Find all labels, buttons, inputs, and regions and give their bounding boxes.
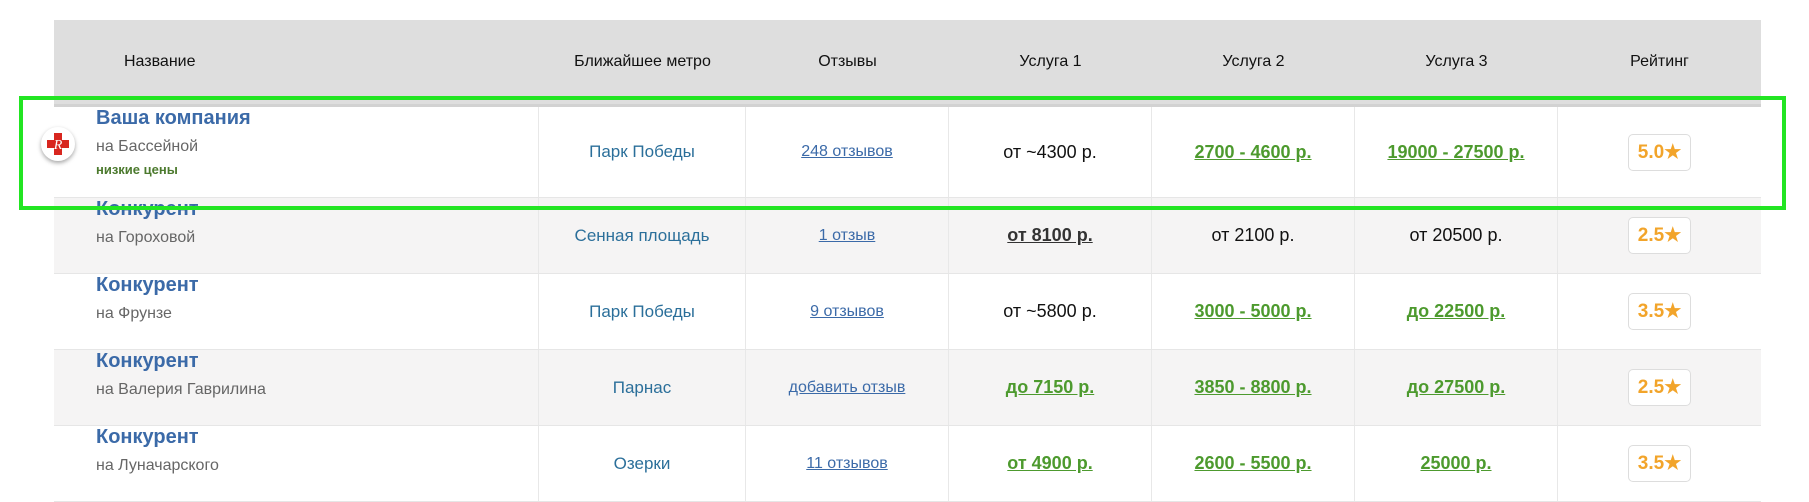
company-address: на Гороховой (96, 229, 196, 246)
rating-value: 5.0 (1637, 141, 1665, 163)
col-name: Название (124, 53, 196, 70)
company-address: на Валерия Гаврилина (96, 381, 266, 398)
company-name-link[interactable]: Конкурент (96, 350, 199, 372)
company-logo-icon: R (41, 127, 75, 161)
table-row: R Ваша компания на Бассейной низкие цены… (41, 104, 1761, 198)
service1-price: от ~4300 р. (1003, 141, 1097, 162)
company-name-link[interactable]: Конкурент (96, 198, 199, 220)
service3-price-link[interactable]: 25000 р. (1420, 453, 1492, 473)
reviews-link[interactable]: 9 отзывов (810, 302, 884, 320)
metro: Озерки (613, 453, 671, 473)
col-rating: Рейтинг (1630, 53, 1689, 70)
star-icon: ★ (1664, 225, 1682, 246)
service3-price-link[interactable]: 19000 - 27500 р. (1387, 141, 1525, 162)
star-icon: ★ (1664, 301, 1682, 322)
metro: Парк Победы (589, 301, 695, 321)
service2-price-link[interactable]: 2700 - 4600 р. (1194, 141, 1312, 162)
metro: Парк Победы (589, 142, 695, 161)
rating-value: 3.5 (1637, 453, 1665, 474)
col-reviews: Отзывы (818, 53, 877, 70)
service2-price-link[interactable]: 2600 - 5500 р. (1194, 453, 1312, 473)
service1-price: от ~5800 р. (1003, 301, 1097, 321)
rating-value: 2.5 (1637, 377, 1665, 398)
rating-badge: 3.5★ (1627, 293, 1692, 330)
company-address: на Луначарского (96, 457, 219, 474)
service3-price-link[interactable]: до 27500 р. (1406, 377, 1506, 397)
company-address: на Бассейной (96, 138, 199, 155)
star-icon: ★ (1664, 377, 1682, 398)
table-row: Конкурент на Фрунзе Парк Победы 9 отзывов… (54, 274, 1761, 350)
metro: Сенная площадь (574, 225, 710, 245)
rating-badge: 5.0★ (1627, 133, 1692, 171)
companies-table: Название Ближайшее метро Отзывы Услуга 1… (41, 20, 1761, 502)
table-row: Конкурент на Луначарского Озерки 11 отзыв… (54, 426, 1761, 502)
reviews-link[interactable]: 11 отзывов (806, 454, 888, 472)
svg-text:R: R (53, 138, 63, 153)
col-service2: Услуга 2 (1222, 53, 1285, 70)
company-name-link[interactable]: Конкурент (96, 274, 199, 296)
metro: Парнас (612, 377, 672, 397)
service3-price-link[interactable]: до 22500 р. (1406, 301, 1506, 321)
rating-badge: 2.5★ (1627, 217, 1692, 254)
reviews-link[interactable]: 248 отзывов (801, 143, 893, 160)
col-service3: Услуга 3 (1425, 53, 1488, 70)
service2-price-link[interactable]: 3000 - 5000 р. (1194, 301, 1312, 321)
company-name-link[interactable]: Конкурент (96, 426, 199, 448)
table-row: Конкурент на Гороховой Сенная площадь 1 о… (54, 198, 1761, 274)
rating-value: 2.5 (1637, 225, 1665, 246)
company-name-link[interactable]: Ваша компания (96, 107, 251, 129)
rating-value: 3.5 (1637, 301, 1665, 322)
reviews-link[interactable]: 1 отзыв (818, 226, 876, 244)
table-row: Конкурент на Валерия Гаврилина Парнас доб… (54, 350, 1761, 426)
service1-price-link[interactable]: от 4900 р. (1007, 453, 1093, 473)
rating-badge: 2.5★ (1627, 369, 1692, 406)
star-icon: ★ (1664, 141, 1682, 163)
rating-badge: 3.5★ (1627, 445, 1692, 482)
service3-price: от 20500 р. (1409, 225, 1503, 245)
company-tag: низкие цены (96, 162, 178, 177)
service2-price-link[interactable]: 3850 - 8800 р. (1194, 377, 1312, 397)
service1-price-link[interactable]: от 8100 р. (1007, 225, 1093, 245)
col-service1: Услуга 1 (1019, 53, 1082, 70)
service2-price: от 2100 р. (1211, 225, 1295, 245)
col-metro: Ближайшее метро (574, 53, 711, 70)
service1-price-link[interactable]: до 7150 р. (1005, 377, 1095, 397)
star-icon: ★ (1664, 453, 1682, 474)
table-header: Название Ближайшее метро Отзывы Услуга 1… (54, 20, 1761, 104)
company-address: на Фрунзе (96, 305, 172, 322)
add-review-link[interactable]: добавить отзыв (788, 378, 906, 396)
